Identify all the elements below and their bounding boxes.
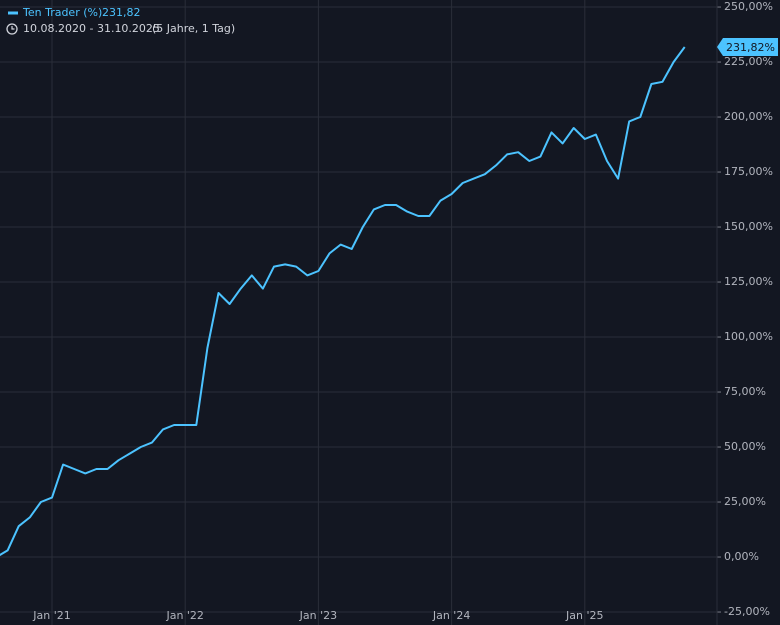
clock-hands [11, 26, 15, 30]
last-value-tag [717, 38, 778, 57]
x-tick-label: Jan '24 [432, 609, 470, 622]
y-tick-label: 25,00% [724, 495, 766, 508]
clock-icon [6, 23, 18, 35]
y-tick-label: 125,00% [724, 275, 773, 288]
y-tick-label: 0,00% [724, 550, 759, 563]
date-range: 10.08.2020 - 31.10.2025 [23, 22, 160, 35]
period: (5 Jahre, 1 Tag) [152, 22, 235, 35]
plot [0, 46, 686, 557]
y-tick-label: 150,00% [724, 220, 773, 233]
series-line [0, 46, 686, 557]
grid [0, 0, 717, 625]
y-tick-label: 200,00% [724, 110, 773, 123]
last-value-label: 231,82% [726, 41, 775, 54]
y-tick-label: 75,00% [724, 385, 766, 398]
y-tick-label: 250,00% [724, 0, 773, 13]
y-tick-label: 225,00% [724, 55, 773, 68]
y-tick-label: 175,00% [724, 165, 773, 178]
legend-title: Ten Trader (%) [22, 6, 102, 19]
y-tick-label: -25,00% [724, 605, 770, 618]
y-tick-label: 100,00% [724, 330, 773, 343]
x-tick-label: Jan '23 [299, 609, 337, 622]
legend-value: 231,82 [102, 6, 141, 19]
x-tick-label: Jan '25 [565, 609, 603, 622]
x-tick-label: Jan '22 [165, 609, 203, 622]
x-tick-label: Jan '21 [32, 609, 70, 622]
y-tick-label: 50,00% [724, 440, 766, 453]
